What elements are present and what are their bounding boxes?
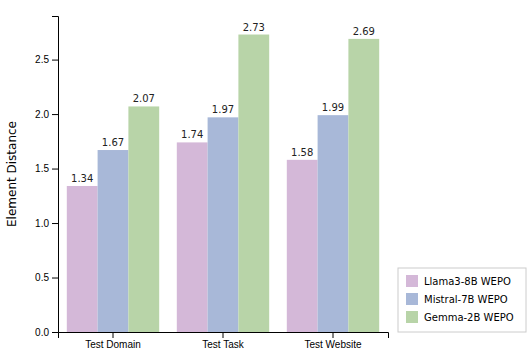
x-tick: Test Website [304, 332, 361, 350]
data-label: 2.69 [353, 26, 375, 37]
x-axis: Test Domain Test Task Test Website [59, 332, 389, 350]
bars [67, 35, 379, 332]
bar [238, 35, 269, 332]
legend-swatch [406, 293, 418, 305]
legend-box [398, 268, 526, 332]
data-label: 2.07 [133, 93, 155, 104]
x-tick-mark [333, 332, 334, 338]
legend-swatch [406, 275, 418, 287]
y-axis-title: Element Distance [5, 121, 19, 227]
data-label: 1.34 [71, 173, 93, 184]
x-axis-line [59, 333, 389, 339]
legend-item: Mistral-7B WEPO [406, 293, 508, 305]
x-tick: Test Task [202, 332, 244, 350]
x-tick-label: Test Domain [85, 339, 141, 350]
legend: Llama3-8B WEPO Mistral-7B WEPO Gemma-2B WE… [398, 268, 526, 332]
y-tick: 0.0 [35, 327, 58, 338]
data-label: 1.97 [212, 104, 234, 115]
y-tick: 0.5 [35, 272, 58, 283]
bar [287, 160, 318, 332]
y-tick-label: 2.5 [35, 54, 49, 65]
bar [318, 115, 349, 332]
y-tick-mark [52, 114, 58, 115]
bar [177, 142, 208, 332]
y-tick: 1.0 [35, 218, 58, 229]
y-tick-mark [52, 169, 58, 170]
bar [128, 106, 159, 332]
x-tick-label: Test Website [304, 339, 361, 350]
bar [67, 186, 98, 332]
y-tick: 1.5 [35, 163, 58, 174]
y-tick: 2.0 [35, 109, 58, 120]
x-tick-mark [113, 332, 114, 338]
bar [208, 117, 239, 332]
y-tick-label: 2.0 [35, 109, 49, 120]
legend-label: Mistral-7B WEPO [424, 294, 508, 305]
data-label: 1.99 [322, 102, 344, 113]
y-tick-label: 0.0 [35, 327, 49, 338]
data-label: 1.58 [291, 147, 313, 158]
x-tick-label: Test Task [202, 339, 244, 350]
data-label: 2.73 [243, 22, 265, 33]
bar [348, 39, 379, 332]
y-tick-mark [52, 60, 58, 61]
legend-item: Gemma-2B WEPO [406, 311, 514, 323]
y-axis: 0.0 0.5 1.0 1.5 2.0 2.5 [35, 17, 58, 338]
legend-label: Llama3-8B WEPO [424, 276, 511, 287]
y-axis-line [52, 17, 59, 333]
bar [98, 150, 129, 332]
plot: 0.00.51.01.52.02.5Test DomainTest TaskTe… [35, 17, 388, 351]
y-tick-mark [52, 278, 58, 279]
y-tick-label: 1.5 [35, 163, 49, 174]
data-label: 1.67 [102, 137, 124, 148]
x-tick: Test Domain [85, 332, 141, 350]
legend-label: Gemma-2B WEPO [424, 312, 514, 323]
chart: 0.00.51.01.52.02.5Test DomainTest TaskTe… [0, 0, 528, 364]
data-labels: 1.34 1.74 1.58 1.67 1.97 1.99 2.07 2.73 2.69 [71, 22, 375, 184]
y-tick-label: 0.5 [35, 272, 49, 283]
x-tick-mark [223, 332, 224, 338]
y-tick: 2.5 [35, 54, 58, 65]
legend-swatch [406, 311, 418, 323]
y-tick-mark [52, 332, 58, 333]
legend-item: Llama3-8B WEPO [406, 275, 511, 287]
y-tick-label: 1.0 [35, 218, 49, 229]
data-label: 1.74 [181, 129, 203, 140]
y-tick-mark [52, 223, 58, 224]
